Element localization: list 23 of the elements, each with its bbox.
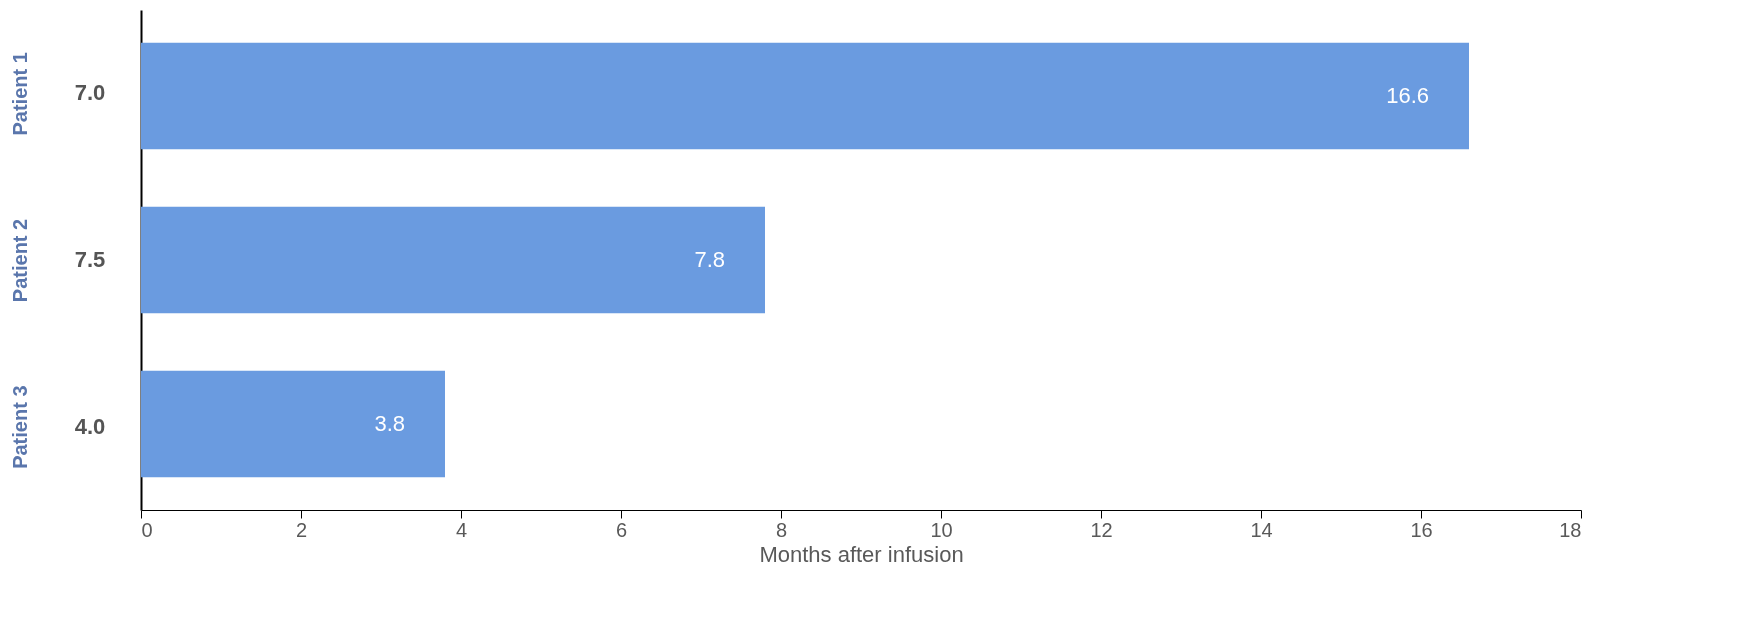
bar [141,206,765,314]
x-tick-label: 0 [141,518,153,541]
x-axis-title: Months after infusion [759,541,964,567]
y-tick-label: Patient 2 [8,218,31,303]
y-tick-label: Patient 3 [8,385,31,469]
x-tick-label: 6 [615,518,628,541]
x-tick-label: 10 [930,518,953,541]
x-tick-label: 12 [1090,518,1113,541]
data-label: 7.8 [694,247,725,272]
x-tick-label: 16 [1410,518,1433,541]
bar [141,42,1469,150]
x-tick-label: 2 [295,518,308,541]
x-tick-label: 14 [1250,518,1273,541]
data-label: 3.8 [374,410,405,436]
x-tick-label: 8 [775,518,788,541]
text: 4.0 [74,413,106,439]
x-tick-label: 18 [1559,518,1582,541]
data-label: 16.6 [1386,83,1429,109]
bar [141,370,445,478]
y-tick-label: Patient 1 [8,52,31,136]
text: 7.0 [74,80,106,106]
x-tick-label: 4 [455,518,468,541]
text: 7.5 [74,247,106,272]
